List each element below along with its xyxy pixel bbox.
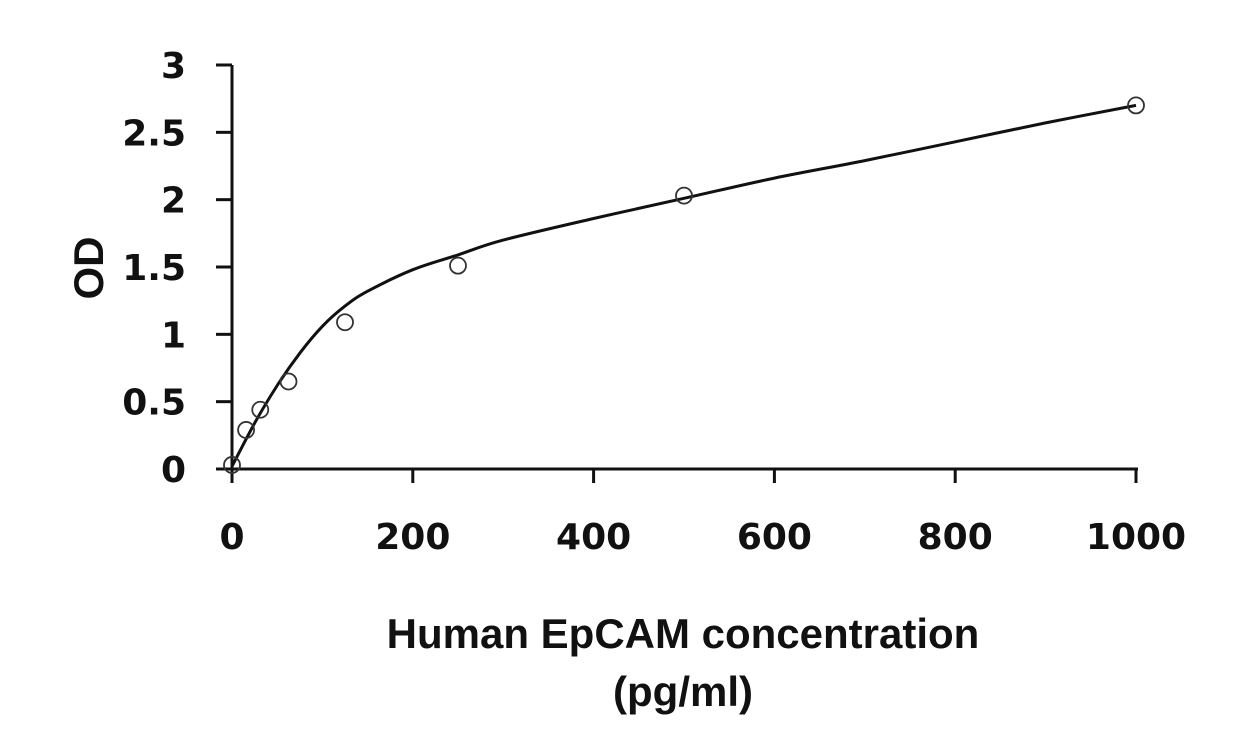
- y-tick-label: 1.5: [122, 248, 186, 289]
- data-point: [449, 256, 467, 275]
- fitted-curve-layer: [230, 103, 1137, 468]
- data-point: [223, 456, 241, 474]
- fitted-curve-line: [230, 103, 1137, 468]
- x-tick-label: 600: [737, 517, 812, 558]
- data-point: [336, 313, 354, 332]
- y-tick-labels: 0 0.5 1 1.5 2 2.5 3: [122, 46, 186, 491]
- y-tick-label: 0.5: [122, 383, 186, 424]
- x-tick-label: 0: [219, 517, 244, 558]
- x-axis-title-line1: Human EpCAM concentration: [387, 610, 980, 657]
- axes: [216, 63, 1138, 483]
- data-point: [675, 186, 693, 205]
- data-point: [237, 421, 256, 439]
- y-tick-label: 0: [161, 450, 186, 491]
- x-tick-label: 800: [918, 517, 993, 558]
- x-tick-label: 400: [556, 517, 631, 558]
- x-tick-labels: 0 200 400 600 800 1000: [219, 517, 1186, 558]
- x-axis-title-line2: (pg/ml): [613, 668, 753, 715]
- x-tick-label: 200: [375, 517, 450, 558]
- y-tick-label: 2: [161, 181, 186, 222]
- data-point: [1127, 96, 1145, 115]
- data-points-layer: [223, 96, 1145, 474]
- y-tick-label: 1: [161, 315, 186, 356]
- data-point: [251, 400, 270, 419]
- y-tick-label: 2.5: [122, 113, 186, 154]
- data-point: [279, 372, 298, 391]
- y-axis-title: OD: [65, 237, 112, 300]
- y-tick-label: 3: [161, 46, 186, 87]
- x-tick-label: 1000: [1086, 517, 1186, 558]
